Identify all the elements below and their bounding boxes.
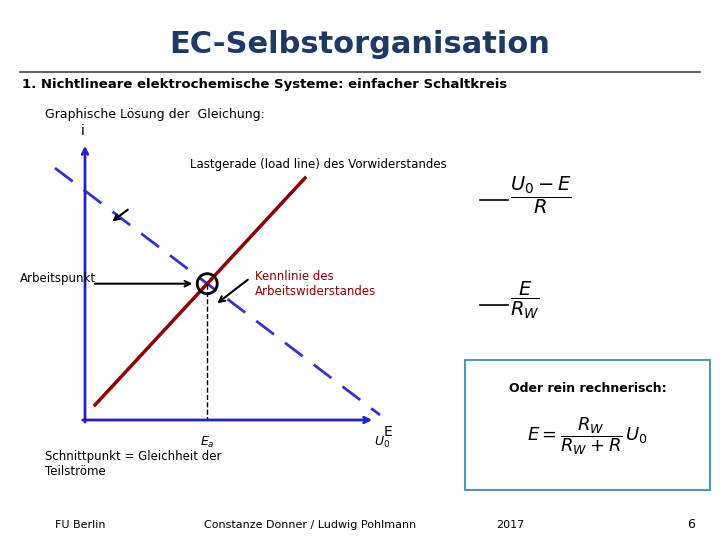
Text: E: E (384, 425, 392, 439)
Text: Oder rein rechnerisch:: Oder rein rechnerisch: (509, 382, 666, 395)
Text: $\dfrac{E}{R_W}$: $\dfrac{E}{R_W}$ (510, 279, 539, 321)
Text: 1. Nichtlineare elektrochemische Systeme: einfacher Schaltkreis: 1. Nichtlineare elektrochemische Systeme… (22, 78, 508, 91)
Text: 6: 6 (687, 518, 695, 531)
Text: FU Berlin: FU Berlin (55, 520, 105, 530)
Text: Lastgerade (load line) des Vorwiderstandes: Lastgerade (load line) des Vorwiderstand… (190, 158, 446, 171)
Text: Graphische Lösung der  Gleichung:: Graphische Lösung der Gleichung: (45, 108, 265, 121)
Text: i: i (81, 124, 85, 138)
Text: Constanze Donner / Ludwig Pohlmann: Constanze Donner / Ludwig Pohlmann (204, 520, 416, 530)
Text: Arbeitspunkt: Arbeitspunkt (20, 272, 96, 285)
Text: $E_a$: $E_a$ (200, 435, 215, 450)
Text: 2017: 2017 (496, 520, 524, 530)
Text: $\dfrac{U_0 - E}{R}$: $\dfrac{U_0 - E}{R}$ (510, 174, 572, 215)
Text: $E = \dfrac{R_W}{R_W + R}\,U_0$: $E = \dfrac{R_W}{R_W + R}\,U_0$ (527, 415, 648, 457)
Text: EC-Selbstorganisation: EC-Selbstorganisation (170, 30, 550, 59)
Text: Schnittpunkt = Gleichheit der
Teilströme: Schnittpunkt = Gleichheit der Teilströme (45, 450, 222, 478)
Text: Kennlinie des
Arbeitswiderstandes: Kennlinie des Arbeitswiderstandes (255, 270, 377, 298)
Text: $U_0$: $U_0$ (374, 435, 390, 450)
FancyBboxPatch shape (465, 360, 710, 490)
